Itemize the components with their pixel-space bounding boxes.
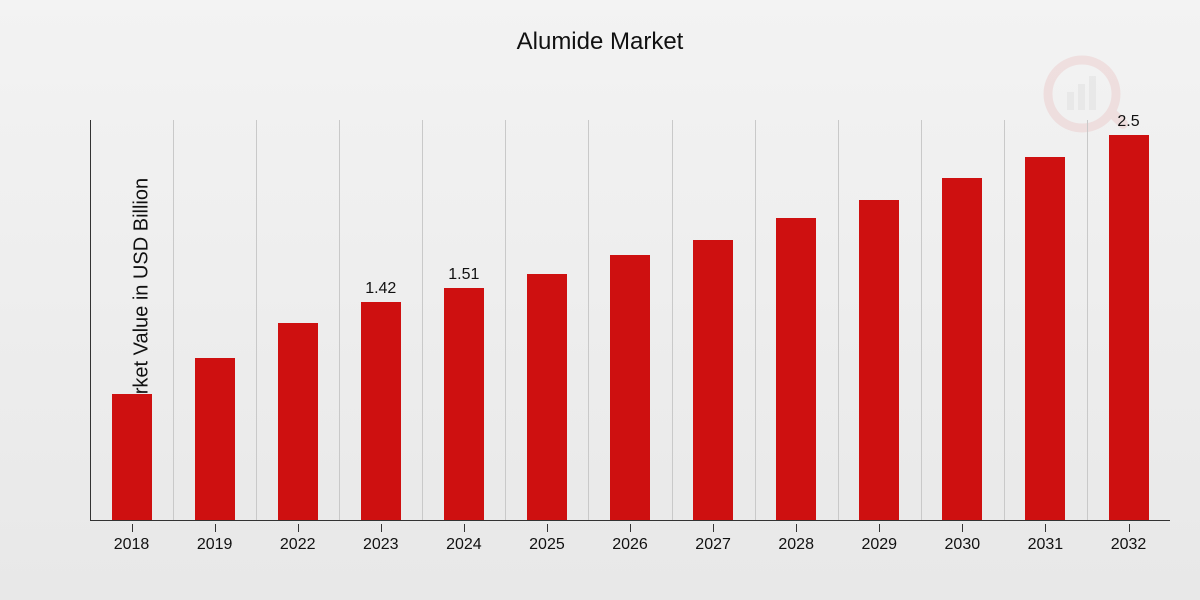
x-tick-label: 2019 xyxy=(197,536,233,554)
x-tick-label: 2022 xyxy=(280,536,316,554)
bar-rect xyxy=(610,255,650,520)
bar xyxy=(776,218,816,520)
x-axis-line xyxy=(90,520,1170,521)
bar-rect xyxy=(776,218,816,520)
grid-separator xyxy=(339,120,340,520)
bar-rect xyxy=(1109,135,1149,520)
bar xyxy=(278,323,318,520)
x-tick-label: 2030 xyxy=(945,536,981,554)
x-tick-label: 2032 xyxy=(1111,536,1147,554)
grid-separator xyxy=(256,120,257,520)
grid-separator xyxy=(422,120,423,520)
grid-separator xyxy=(1004,120,1005,520)
x-tick xyxy=(713,524,714,532)
grid-separator xyxy=(755,120,756,520)
bar xyxy=(859,200,899,520)
bar-rect xyxy=(693,240,733,520)
x-tick-label: 2018 xyxy=(114,536,150,554)
x-tick xyxy=(796,524,797,532)
grid-separator xyxy=(921,120,922,520)
x-tick-label: 2031 xyxy=(1028,536,1064,554)
bar xyxy=(195,358,235,520)
bar xyxy=(1025,157,1065,520)
bar: 2.5 xyxy=(1109,135,1149,520)
bar-value-label: 1.51 xyxy=(448,266,479,284)
chart-title: Alumide Market xyxy=(0,28,1200,56)
x-tick xyxy=(962,524,963,532)
x-tick xyxy=(381,524,382,532)
bar-rect xyxy=(195,358,235,520)
x-tick xyxy=(464,524,465,532)
bar-rect xyxy=(444,288,484,520)
bar xyxy=(527,274,567,520)
bar-rect xyxy=(112,394,152,520)
bar-value-label: 2.5 xyxy=(1117,113,1139,131)
grid-separator xyxy=(588,120,589,520)
x-tick-label: 2023 xyxy=(363,536,399,554)
bar-rect xyxy=(1025,157,1065,520)
bar: 1.51 xyxy=(444,288,484,520)
x-tick xyxy=(547,524,548,532)
x-tick xyxy=(630,524,631,532)
bar xyxy=(112,394,152,520)
grid-separator xyxy=(672,120,673,520)
bar xyxy=(693,240,733,520)
grid-separator xyxy=(838,120,839,520)
x-tick-label: 2027 xyxy=(695,536,731,554)
grid-separator xyxy=(505,120,506,520)
bar-value-label: 1.42 xyxy=(365,280,396,298)
bar xyxy=(942,178,982,520)
x-tick-label: 2029 xyxy=(861,536,897,554)
x-tick xyxy=(1129,524,1130,532)
plot-area: 1.42 1.51 2.5 xyxy=(90,120,1170,520)
bar-rect xyxy=(527,274,567,520)
bar: 1.42 xyxy=(361,302,401,520)
x-tick xyxy=(298,524,299,532)
x-tick-label: 2025 xyxy=(529,536,565,554)
bar xyxy=(610,255,650,520)
x-tick xyxy=(132,524,133,532)
x-tick-label: 2024 xyxy=(446,536,482,554)
grid-separator xyxy=(173,120,174,520)
grid-separator xyxy=(1087,120,1088,520)
bar-rect xyxy=(278,323,318,520)
x-tick-label: 2026 xyxy=(612,536,648,554)
bar-rect xyxy=(361,302,401,520)
x-tick-label: 2028 xyxy=(778,536,814,554)
bar-rect xyxy=(942,178,982,520)
x-tick xyxy=(215,524,216,532)
bar-rect xyxy=(859,200,899,520)
x-tick xyxy=(1045,524,1046,532)
x-tick xyxy=(879,524,880,532)
